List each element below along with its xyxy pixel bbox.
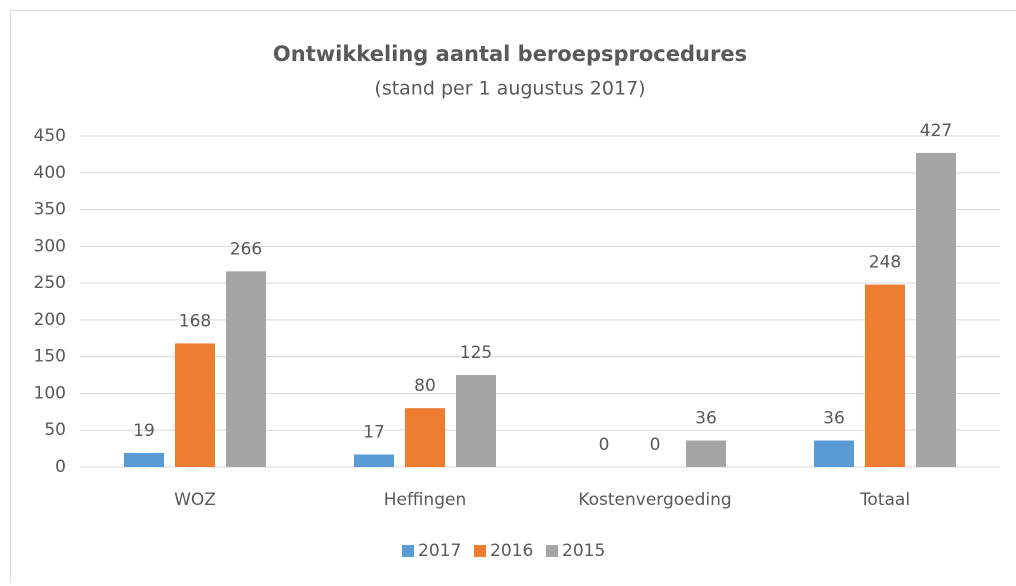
y-tick-label: 300 <box>34 236 66 256</box>
bar <box>226 271 266 467</box>
bar <box>865 285 905 467</box>
y-tick-label: 350 <box>34 200 66 220</box>
legend-swatch <box>546 545 558 557</box>
y-tick-label: 0 <box>55 457 66 477</box>
chart-subtitle: (stand per 1 augustus 2017) <box>374 78 645 100</box>
data-label: 248 <box>869 253 901 273</box>
data-label: 168 <box>179 311 211 331</box>
y-tick-label: 150 <box>34 347 66 367</box>
legend-label: 2015 <box>562 541 605 561</box>
legend-label: 2016 <box>490 541 533 561</box>
data-label: 36 <box>695 409 717 429</box>
data-label: 19 <box>133 421 155 441</box>
y-tick-label: 400 <box>34 163 66 183</box>
bar <box>456 375 496 467</box>
data-label: 17 <box>363 422 385 442</box>
bar <box>686 441 726 467</box>
data-label: 0 <box>650 435 661 455</box>
bar <box>916 153 956 467</box>
data-label: 266 <box>230 239 262 259</box>
y-tick-label: 450 <box>34 126 66 146</box>
x-tick-label: Totaal <box>859 490 910 510</box>
data-label: 427 <box>920 121 952 141</box>
y-tick-label: 250 <box>34 273 66 293</box>
legend-label: 2017 <box>418 541 461 561</box>
legend-swatch <box>474 545 486 557</box>
bar <box>814 441 854 467</box>
y-tick-label: 200 <box>34 310 66 330</box>
chart-title: Ontwikkeling aantal beroepsprocedures <box>273 42 747 66</box>
data-label: 125 <box>460 343 492 363</box>
data-label: 0 <box>599 435 610 455</box>
y-tick-label: 50 <box>44 420 66 440</box>
bar <box>354 454 394 467</box>
x-tick-label: WOZ <box>174 490 216 510</box>
legend-swatch <box>402 545 414 557</box>
bar <box>175 343 215 467</box>
y-tick-label: 100 <box>34 383 66 403</box>
data-label: 80 <box>414 376 436 396</box>
bar <box>124 453 164 467</box>
x-tick-label: Kostenvergoeding <box>578 490 731 510</box>
data-label: 36 <box>823 409 845 429</box>
x-tick-label: Heffingen <box>384 490 466 510</box>
bar <box>405 408 445 467</box>
